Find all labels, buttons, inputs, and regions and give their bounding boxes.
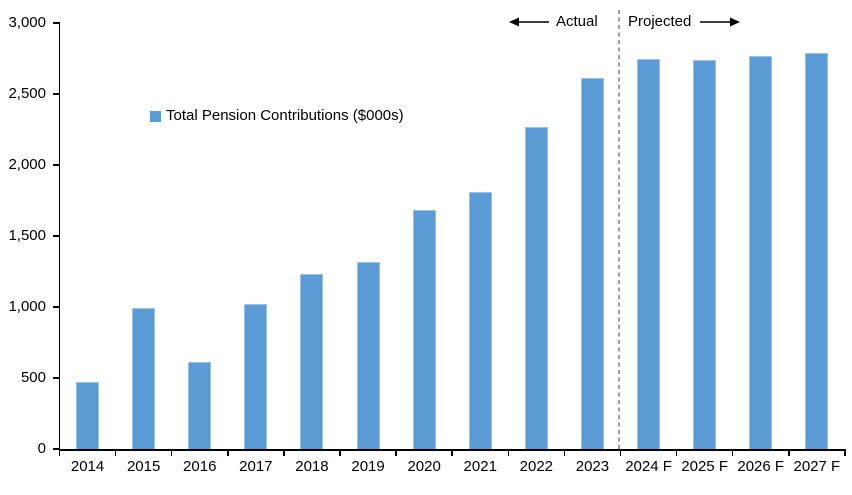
bar-2017 xyxy=(244,304,268,449)
x-tick-label: 2026 F xyxy=(737,458,785,475)
right-arrow-icon xyxy=(700,17,740,27)
bar-2018 xyxy=(300,274,324,449)
x-tick-label: 2023 xyxy=(575,458,610,475)
bar-2022 xyxy=(524,126,548,449)
bar-2021 xyxy=(468,191,492,449)
x-tick-mark xyxy=(451,451,453,456)
x-tick-mark xyxy=(844,451,846,456)
bar-2020 xyxy=(412,210,436,449)
y-tick-label: 3,000 xyxy=(8,14,46,31)
y-tick-mark xyxy=(53,164,59,166)
x-tick-mark xyxy=(788,451,790,456)
legend-color-swatch-icon xyxy=(150,110,161,122)
x-tick-label: 2015 xyxy=(126,458,161,475)
x-tick-label: 2020 xyxy=(407,458,441,475)
y-tick-mark xyxy=(53,93,59,95)
bar-2016 xyxy=(188,362,212,449)
x-tick-mark xyxy=(227,451,229,456)
x-tick-label: 2019 xyxy=(351,458,385,475)
y-axis-line xyxy=(58,22,60,451)
x-tick-label: 2014 xyxy=(70,458,105,475)
x-tick-label: 2018 xyxy=(295,458,329,475)
legend-label: Total Pension Contributions ($000s) xyxy=(166,107,404,124)
x-tick-label: 2017 xyxy=(239,458,273,475)
legend: Total Pension Contributions ($000s) xyxy=(150,107,404,125)
y-tick-mark xyxy=(53,377,59,379)
x-tick-mark xyxy=(339,451,341,456)
x-tick-label: 2016 xyxy=(183,458,217,475)
x-tick-label: 2025 F xyxy=(681,458,728,475)
actual-annotation-label: Actual xyxy=(556,13,598,30)
x-tick-mark xyxy=(675,451,678,456)
x-tick-mark xyxy=(563,451,566,456)
y-tick-label: 1,000 xyxy=(8,298,46,315)
y-tick-label: 500 xyxy=(20,369,46,386)
bar-2015 xyxy=(132,308,156,449)
bar-2026-F xyxy=(749,55,773,449)
bar-2019 xyxy=(356,261,380,449)
bar-2024-F xyxy=(637,58,661,449)
y-tick-mark xyxy=(53,306,59,308)
x-tick-label: 2021 xyxy=(463,458,497,475)
y-tick-label: 0 xyxy=(37,440,46,457)
actual-projected-divider-line xyxy=(618,10,620,449)
y-tick-label: 2,500 xyxy=(8,85,46,102)
projected-annotation-label: Projected xyxy=(628,13,692,30)
y-tick-mark xyxy=(53,235,59,237)
x-tick-label: 2027 F xyxy=(793,458,841,475)
x-tick-mark xyxy=(507,451,510,456)
x-tick-mark xyxy=(395,451,397,456)
x-tick-mark xyxy=(283,451,285,456)
y-tick-label: 2,000 xyxy=(8,156,46,173)
left-arrow-icon xyxy=(509,17,549,27)
x-tick-mark xyxy=(114,451,117,456)
y-tick-label: 1,500 xyxy=(8,227,46,244)
x-tick-mark xyxy=(731,451,734,456)
x-axis-line xyxy=(58,449,846,451)
y-tick-mark xyxy=(53,448,59,450)
bar-2025-F xyxy=(693,59,717,449)
x-tick-label: 2024 F xyxy=(625,458,672,475)
bar-2014 xyxy=(76,382,100,449)
x-tick-mark xyxy=(619,451,622,456)
x-tick-mark xyxy=(170,451,173,456)
y-tick-mark xyxy=(53,22,59,24)
x-tick-label: 2022 xyxy=(519,458,554,475)
x-tick-mark xyxy=(58,451,61,456)
bar-2023 xyxy=(580,78,604,449)
bar-2027-F xyxy=(805,52,829,449)
